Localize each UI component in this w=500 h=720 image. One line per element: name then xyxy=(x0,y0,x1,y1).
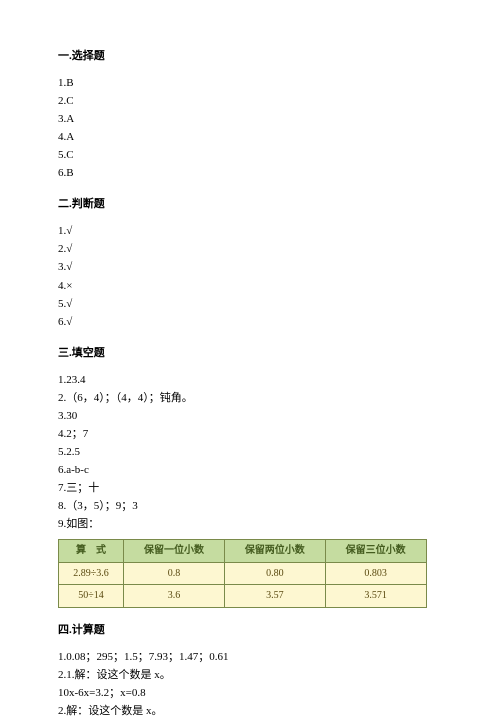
table-row: 50÷14 3.6 3.57 3.571 xyxy=(59,585,427,608)
section-3-answers: 1.23.4 2.（6，4）；（4，4）；钝角。 3.30 4.2；7 5.2.… xyxy=(58,372,442,533)
answer-item: 1.√ xyxy=(58,223,442,240)
answer-item: 5.2.5 xyxy=(58,444,442,461)
answer-item: 1.B xyxy=(58,75,442,92)
answer-item: 4.A xyxy=(58,129,442,146)
answer-item: 10x-6x=3.2；x=0.8 xyxy=(58,685,442,702)
answer-item: 4.2；7 xyxy=(58,426,442,443)
answer-item: 2.（6，4）；（4，4）；钝角。 xyxy=(58,390,442,407)
answer-item: 2.√ xyxy=(58,241,442,258)
answer-item: 2.1.解：设这个数是 x。 xyxy=(58,667,442,684)
answer-item: 4.× xyxy=(58,278,442,295)
answer-item: 1.23.4 xyxy=(58,372,442,389)
table-header-row: 算 式 保留一位小数 保留两位小数 保留三位小数 xyxy=(59,540,427,563)
table-cell: 3.571 xyxy=(325,585,426,608)
table-cell: 0.803 xyxy=(325,562,426,585)
table-header: 算 式 xyxy=(59,540,124,563)
answer-item: 3.30 xyxy=(58,408,442,425)
answer-item: 7.三；十 xyxy=(58,480,442,497)
answer-item: 6.√ xyxy=(58,314,442,331)
section-3-title: 三.填空题 xyxy=(58,345,442,362)
table-cell: 3.57 xyxy=(224,585,325,608)
table-header: 保留三位小数 xyxy=(325,540,426,563)
section-1-answers: 1.B 2.C 3.A 4.A 5.C 6.B xyxy=(58,75,442,182)
answer-item: 2.C xyxy=(58,93,442,110)
section-4-answers: 1.0.08；295；1.5；7.93；1.47；0.61 2.1.解：设这个数… xyxy=(58,649,442,720)
table-cell: 3.6 xyxy=(124,585,225,608)
section-2-answers: 1.√ 2.√ 3.√ 4.× 5.√ 6.√ xyxy=(58,223,442,330)
answer-item: 6.a-b-c xyxy=(58,462,442,479)
answer-item: 8.（3，5）；9；3 xyxy=(58,498,442,515)
document-page: 一.选择题 1.B 2.C 3.A 4.A 5.C 6.B 二.判断题 1.√ … xyxy=(0,0,500,707)
table-header: 保留一位小数 xyxy=(124,540,225,563)
answer-item: 6.B xyxy=(58,165,442,182)
answer-item: 3.A xyxy=(58,111,442,128)
table-header: 保留两位小数 xyxy=(224,540,325,563)
answer-item: 2.解：设这个数是 x。 xyxy=(58,703,442,720)
table-cell: 2.89÷3.6 xyxy=(59,562,124,585)
section-4-title: 四.计算题 xyxy=(58,622,442,639)
answer-item: 1.0.08；295；1.5；7.93；1.47；0.61 xyxy=(58,649,442,666)
answer-item: 3.√ xyxy=(58,259,442,276)
answer-item: 9.如图： xyxy=(58,516,442,533)
table-cell: 0.8 xyxy=(124,562,225,585)
table-row: 2.89÷3.6 0.8 0.80 0.803 xyxy=(59,562,427,585)
answer-item: 5.√ xyxy=(58,296,442,313)
answer-item: 5.C xyxy=(58,147,442,164)
rounding-table: 算 式 保留一位小数 保留两位小数 保留三位小数 2.89÷3.6 0.8 0.… xyxy=(58,539,427,608)
table-cell: 0.80 xyxy=(224,562,325,585)
table-cell: 50÷14 xyxy=(59,585,124,608)
section-1-title: 一.选择题 xyxy=(58,48,442,65)
section-2-title: 二.判断题 xyxy=(58,196,442,213)
